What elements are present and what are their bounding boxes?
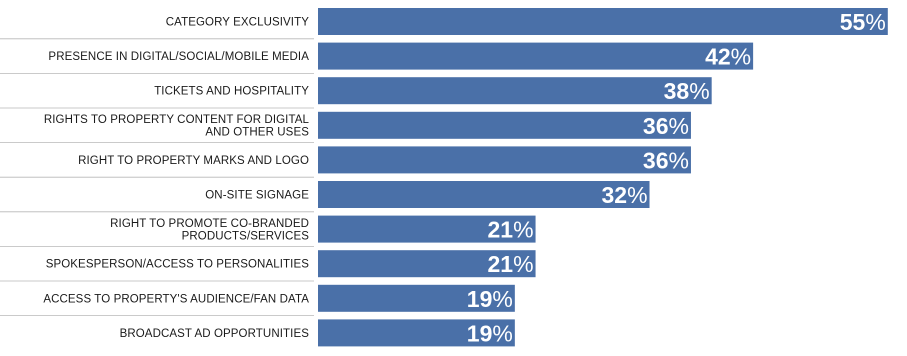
data-label-suffix: % bbox=[513, 251, 533, 277]
bar bbox=[318, 8, 888, 35]
data-label-suffix: % bbox=[689, 78, 709, 104]
data-label: 21% bbox=[488, 217, 534, 243]
bar bbox=[318, 319, 515, 347]
category-label: SPOKESPERSON/ACCESS TO PERSONALITIES bbox=[46, 259, 310, 271]
category-label: ACCESS TO PROPERTY'S AUDIENCE/FAN DATA bbox=[43, 293, 309, 305]
data-label: 19% bbox=[467, 320, 513, 346]
data-label-suffix: % bbox=[492, 286, 512, 312]
data-label-number: 36 bbox=[643, 147, 669, 173]
data-label-number: 19 bbox=[467, 286, 493, 312]
data-label-number: 32 bbox=[601, 182, 627, 208]
data-label-suffix: % bbox=[669, 147, 689, 173]
data-label-number: 38 bbox=[664, 78, 690, 104]
bar bbox=[318, 77, 712, 105]
category-label: PRODUCTS/SERVICES bbox=[182, 230, 310, 242]
bar bbox=[318, 284, 515, 312]
data-label: 21% bbox=[488, 251, 534, 277]
bar bbox=[318, 181, 650, 208]
category-label: AND OTHER USES bbox=[205, 127, 309, 139]
data-label: 19% bbox=[467, 286, 513, 312]
data-label-number: 36 bbox=[643, 113, 669, 139]
data-label: 38% bbox=[664, 78, 710, 104]
category-label: PRESENCE IN DIGITAL/SOCIAL/MOBILE MEDIA bbox=[48, 51, 309, 63]
data-label-suffix: % bbox=[627, 182, 647, 208]
data-label-number: 21 bbox=[488, 217, 514, 243]
data-label: 42% bbox=[705, 44, 751, 70]
data-label-suffix: % bbox=[513, 217, 533, 243]
data-label-number: 55 bbox=[840, 9, 866, 35]
data-label-suffix: % bbox=[731, 44, 751, 70]
data-label: 36% bbox=[643, 147, 689, 173]
data-label-number: 42 bbox=[705, 44, 731, 70]
data-label: 55% bbox=[840, 9, 886, 35]
category-label: TICKETS AND HOSPITALITY bbox=[154, 86, 309, 98]
data-label-number: 21 bbox=[488, 251, 514, 277]
bar bbox=[318, 111, 691, 139]
data-label: 36% bbox=[643, 113, 689, 139]
data-label-suffix: % bbox=[865, 9, 885, 35]
category-label: RIGHT TO PROPERTY MARKS AND LOGO bbox=[78, 155, 309, 167]
bar bbox=[318, 215, 536, 243]
bar bbox=[318, 146, 691, 174]
bar bbox=[318, 42, 754, 70]
category-label: ON-SITE SIGNAGE bbox=[205, 190, 309, 202]
category-label: RIGHTS TO PROPERTY CONTENT FOR DIGITAL bbox=[44, 114, 310, 126]
category-label: BROADCAST AD OPPORTUNITIES bbox=[120, 328, 310, 340]
category-label: CATEGORY EXCLUSIVITY bbox=[166, 17, 309, 29]
data-label-suffix: % bbox=[492, 320, 512, 346]
data-label-number: 19 bbox=[467, 320, 493, 346]
data-label: 32% bbox=[601, 182, 647, 208]
data-label-suffix: % bbox=[669, 113, 689, 139]
category-label: RIGHT TO PROMOTE CO-BRANDED bbox=[110, 218, 309, 230]
bar bbox=[318, 250, 536, 278]
